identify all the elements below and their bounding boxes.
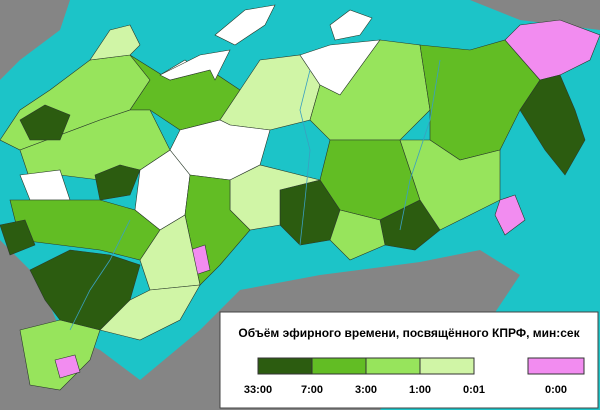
legend-title: Объём эфирного времени, посвящённого КПР… bbox=[238, 326, 580, 340]
legend-swatch bbox=[419, 357, 475, 375]
island bbox=[214, 4, 276, 46]
region bbox=[89, 24, 141, 61]
legend-label: 0:00 bbox=[545, 384, 567, 396]
region bbox=[94, 164, 141, 201]
river bbox=[399, 59, 441, 231]
river bbox=[69, 219, 131, 331]
legend-label: 7:00 bbox=[301, 384, 323, 396]
river bbox=[299, 69, 311, 246]
region bbox=[519, 74, 586, 176]
legend-swatch bbox=[257, 357, 313, 375]
region bbox=[0, 219, 36, 256]
regions bbox=[0, 19, 600, 391]
region bbox=[19, 319, 101, 391]
legend-swatch bbox=[365, 357, 421, 375]
region bbox=[54, 354, 81, 379]
region bbox=[494, 194, 526, 236]
region bbox=[139, 214, 201, 291]
legend-label: 33:00 bbox=[244, 384, 272, 396]
region bbox=[159, 49, 231, 81]
legend-label: 1:00 bbox=[409, 384, 431, 396]
region bbox=[19, 104, 71, 141]
island bbox=[329, 9, 373, 41]
region bbox=[99, 284, 201, 341]
region bbox=[329, 209, 386, 261]
land-north-europe bbox=[0, 0, 70, 80]
legend: Объём эфирного времени, посвящённого КПР… bbox=[219, 311, 599, 409]
legend-swatch bbox=[527, 357, 585, 375]
legend-swatch bbox=[311, 357, 367, 375]
legend-label: 3:00 bbox=[355, 384, 377, 396]
region bbox=[419, 39, 541, 161]
legend-label: 0:01 bbox=[463, 384, 485, 396]
